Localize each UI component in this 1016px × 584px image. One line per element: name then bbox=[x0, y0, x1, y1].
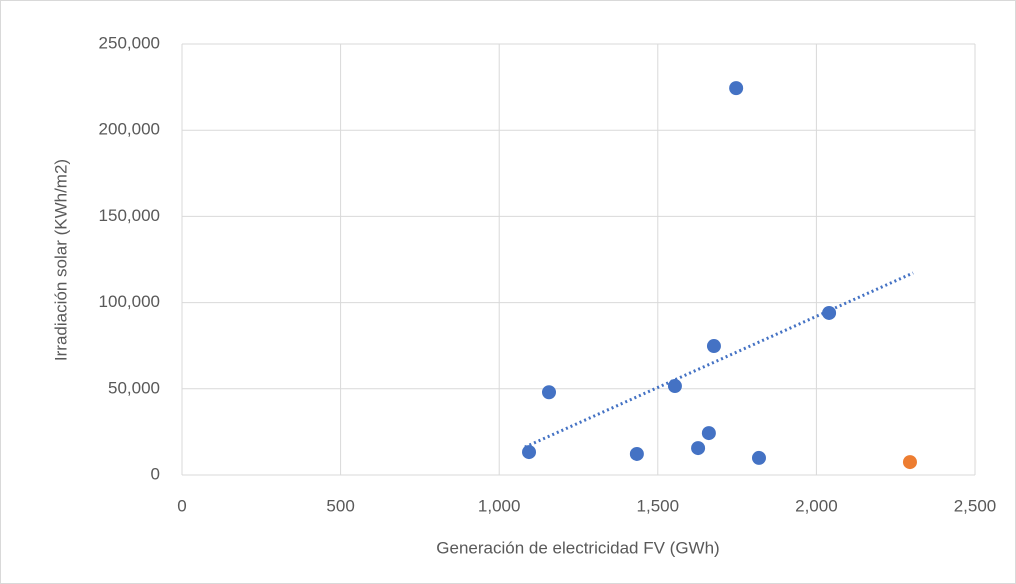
x-axis-title: Generación de electricidad FV (GWh) bbox=[436, 538, 719, 557]
data-point bbox=[522, 445, 537, 460]
data-point bbox=[667, 379, 682, 394]
y-tick-label: 0 bbox=[151, 464, 160, 483]
trendline bbox=[524, 271, 914, 449]
y-tick-label: 150,000 bbox=[99, 206, 160, 225]
x-tick-label: 500 bbox=[326, 496, 354, 515]
data-point bbox=[542, 385, 557, 400]
y-tick-label: 250,000 bbox=[99, 33, 160, 52]
y-axis-title: Irradiación solar (KWh/m2) bbox=[51, 159, 70, 361]
x-tick-label: 2,000 bbox=[795, 496, 838, 515]
data-point bbox=[902, 455, 917, 470]
data-point bbox=[822, 305, 837, 320]
data-point bbox=[706, 339, 721, 354]
x-tick-label: 1,500 bbox=[637, 496, 680, 515]
x-tick-label: 1,000 bbox=[478, 496, 521, 515]
data-point bbox=[729, 81, 744, 96]
data-point bbox=[701, 426, 716, 441]
data-point bbox=[629, 446, 644, 461]
data-point bbox=[751, 450, 766, 465]
y-tick-label: 50,000 bbox=[108, 378, 160, 397]
data-point bbox=[691, 441, 706, 456]
y-tick-label: 200,000 bbox=[99, 120, 160, 139]
y-tick-label: 100,000 bbox=[99, 292, 160, 311]
x-tick-label: 0 bbox=[177, 496, 186, 515]
x-tick-label: 2,500 bbox=[954, 496, 997, 515]
